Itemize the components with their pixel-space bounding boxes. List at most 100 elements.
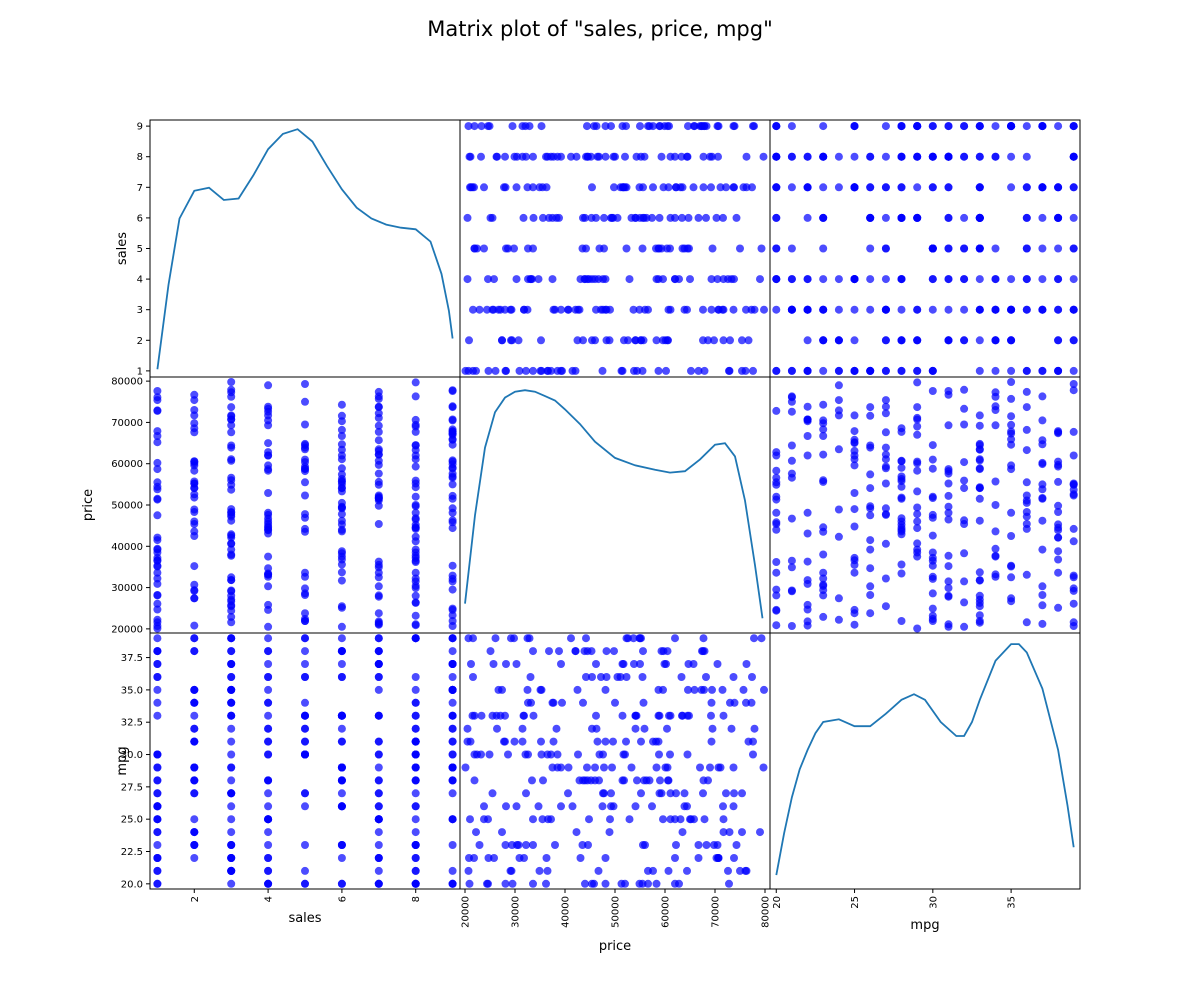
scatter-point (518, 724, 527, 733)
scatter-point (698, 647, 706, 656)
scatter-point (374, 402, 383, 411)
scatter-point (749, 366, 757, 375)
scatter-point (819, 122, 828, 131)
scatter-point (448, 429, 457, 438)
scatter-point (227, 776, 236, 785)
scatter-point (1054, 533, 1063, 542)
scatter-point (557, 802, 565, 811)
scatter-point (551, 305, 559, 314)
scatter-point (928, 366, 937, 375)
scatter-point (1069, 183, 1078, 192)
scatter-point (719, 711, 728, 720)
scatter-point (153, 615, 162, 624)
x-tick-label-price: 20000 (461, 896, 472, 928)
scatter-point (678, 711, 687, 720)
scatter-point (772, 508, 781, 517)
scatter-point (506, 305, 515, 314)
scatter-point (301, 584, 309, 593)
scatter-point (605, 828, 614, 837)
scatter-point (227, 828, 236, 837)
scatter-point (518, 122, 527, 131)
scatter-point (190, 411, 199, 420)
scatter-point (666, 213, 675, 222)
scatter-point (897, 366, 906, 375)
scatter-point (448, 866, 457, 875)
scatter-point (227, 545, 236, 554)
scatter-point (897, 152, 906, 161)
scatter-point (337, 763, 346, 772)
y-axis-label-price: price (81, 489, 96, 521)
scatter-point (772, 568, 781, 577)
scatter-point (928, 464, 937, 473)
scatter-point (881, 402, 890, 411)
scatter-point (638, 366, 647, 375)
scatter-point (897, 183, 906, 192)
scatter-point (881, 450, 890, 459)
scatter-point (502, 366, 510, 375)
scatter-point (663, 244, 671, 253)
scatter-point (944, 622, 953, 631)
scatter-point (850, 305, 859, 314)
panel-price-vs-mpg (769, 376, 1081, 634)
scatter-point (748, 673, 756, 681)
scatter-point (850, 489, 859, 497)
scatter-point (928, 531, 937, 540)
scatter-point (659, 815, 667, 824)
scatter-point (850, 505, 859, 514)
scatter-point (490, 854, 498, 862)
scatter-point (725, 879, 733, 888)
scatter-point (411, 441, 420, 450)
scatter-point (725, 366, 734, 375)
scatter-point (1069, 122, 1078, 131)
scatter-point (411, 711, 420, 720)
scatter-point (913, 122, 922, 131)
scatter-point (913, 487, 922, 496)
scatter-point (672, 841, 680, 849)
scatter-point (512, 183, 521, 192)
scatter-point (750, 724, 759, 733)
scatter-point (866, 609, 875, 618)
panel-mpg-vs-price (459, 632, 771, 890)
scatter-point (803, 152, 812, 161)
scatter-point (601, 152, 610, 161)
scatter-point (866, 411, 875, 420)
scatter-point (730, 698, 739, 707)
scatter-point (529, 879, 537, 888)
scatter-point (719, 336, 728, 345)
scatter-point (819, 183, 828, 192)
scatter-point (1038, 440, 1047, 449)
scatter-point (578, 841, 587, 849)
scatter-point (483, 305, 491, 314)
scatter-point (819, 574, 828, 583)
y-tick-label-price: 60000 (111, 459, 143, 470)
scatter-point (522, 366, 530, 375)
scatter-point (991, 477, 1000, 486)
scatter-point (696, 763, 704, 772)
scatter-point (944, 305, 953, 314)
scatter-point (698, 122, 706, 131)
scatter-point (374, 421, 383, 430)
scatter-point (537, 122, 546, 131)
scatter-point (706, 763, 714, 772)
scatter-point (881, 462, 890, 471)
scatter-point (301, 647, 309, 656)
scatter-point (543, 750, 552, 759)
scatter-point (227, 576, 236, 585)
scatter-point (960, 122, 969, 131)
scatter-point (448, 561, 457, 570)
kde-line-mpg (775, 643, 1075, 876)
x-tick-label-price: 40000 (561, 896, 572, 928)
scatter-point (463, 724, 472, 733)
scatter-point (374, 866, 383, 875)
scatter-point (850, 427, 859, 436)
scatter-point (337, 516, 346, 525)
scatter-point (678, 244, 687, 253)
scatter-point (913, 430, 922, 439)
scatter-point (662, 660, 670, 668)
scatter-point (694, 213, 703, 222)
scatter-point (850, 522, 859, 531)
scatter-point (264, 685, 273, 694)
scatter-point (337, 568, 346, 577)
scatter-point (834, 183, 843, 192)
panel-price-vs-price (459, 376, 771, 634)
